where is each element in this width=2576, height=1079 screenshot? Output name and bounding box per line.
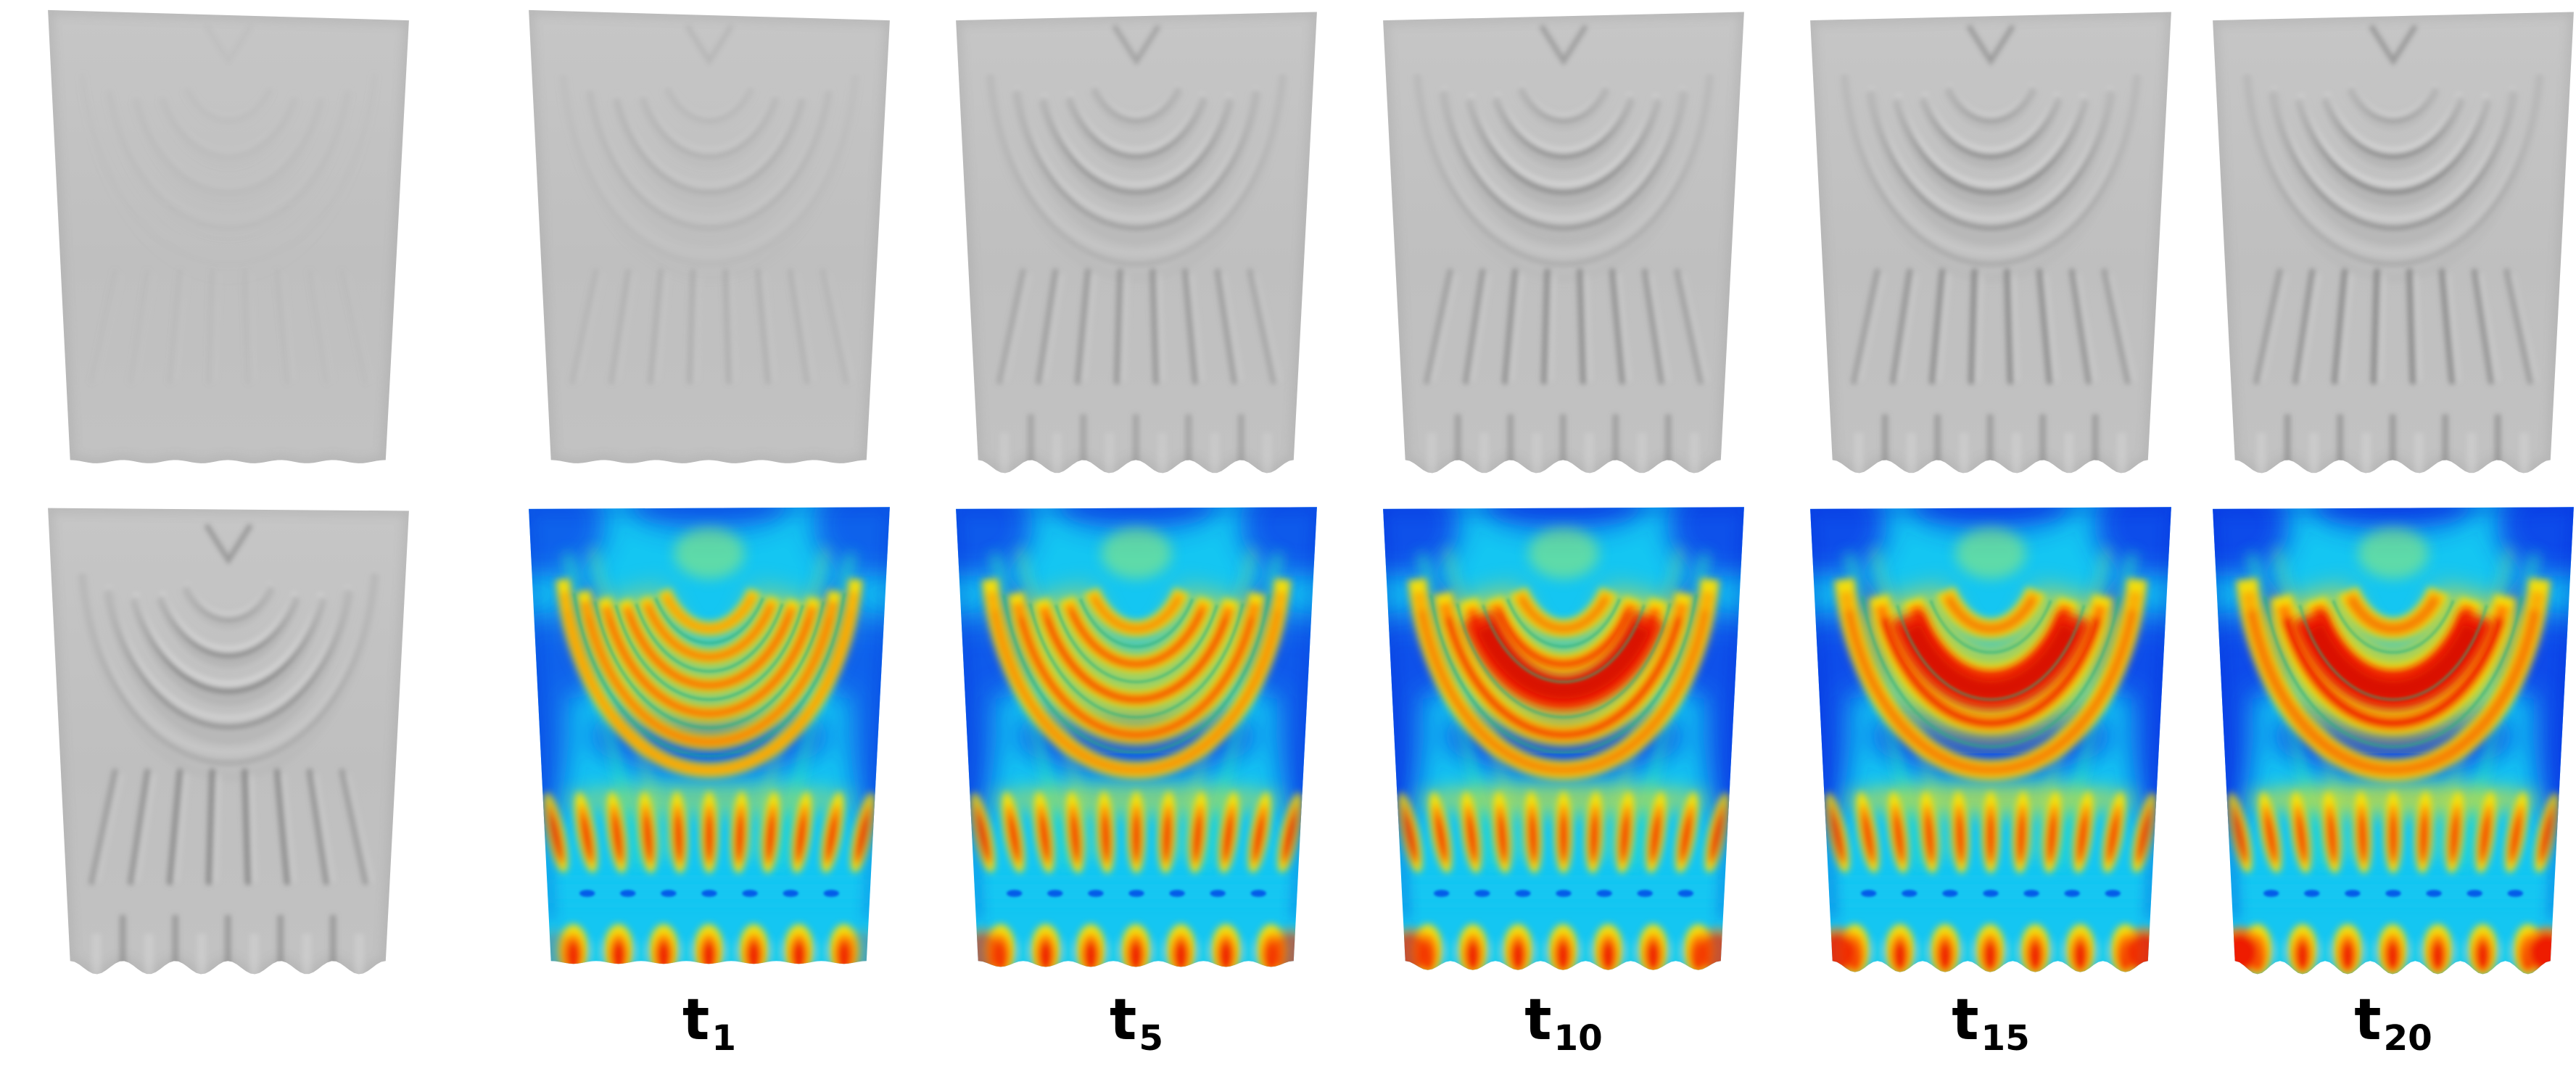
cloth-render-cloth-strongest xyxy=(2213,12,2574,474)
time-label-t5: t5 xyxy=(1110,992,1163,1057)
time-label-base: t xyxy=(1952,988,1979,1053)
error-heatmap-heatmap-t5 xyxy=(956,507,1317,967)
time-label-subscript: 20 xyxy=(2383,1018,2432,1059)
cloth-render-cloth-medium xyxy=(956,12,1317,474)
time-label-subscript: 15 xyxy=(1981,1018,2030,1059)
cloth-render-cloth-stronger xyxy=(1810,12,2171,474)
time-label-t1: t1 xyxy=(682,992,736,1057)
cloth-render-cloth-smooth xyxy=(48,9,409,463)
time-label-base: t xyxy=(1110,988,1137,1053)
cloth-render-cloth-reference xyxy=(48,508,409,975)
error-heatmap-heatmap-t10 xyxy=(1383,507,1744,970)
time-label-subscript: 5 xyxy=(1139,1018,1163,1059)
cloth-render-cloth-light xyxy=(529,9,890,463)
time-label-base: t xyxy=(682,988,710,1053)
cloth-render-cloth-strong xyxy=(1383,12,1744,474)
time-label-t15: t15 xyxy=(1952,992,2030,1057)
error-heatmap-heatmap-t15 xyxy=(1810,507,2171,972)
time-label-base: t xyxy=(2354,988,2382,1053)
error-heatmap-heatmap-t1 xyxy=(529,507,890,964)
time-label-t10: t10 xyxy=(1524,992,1603,1057)
time-label-subscript: 10 xyxy=(1553,1018,1603,1059)
error-heatmap-heatmap-t20 xyxy=(2213,507,2574,975)
time-label-base: t xyxy=(1524,988,1552,1053)
time-label-subscript: 1 xyxy=(711,1018,736,1059)
time-label-t20: t20 xyxy=(2354,992,2432,1057)
